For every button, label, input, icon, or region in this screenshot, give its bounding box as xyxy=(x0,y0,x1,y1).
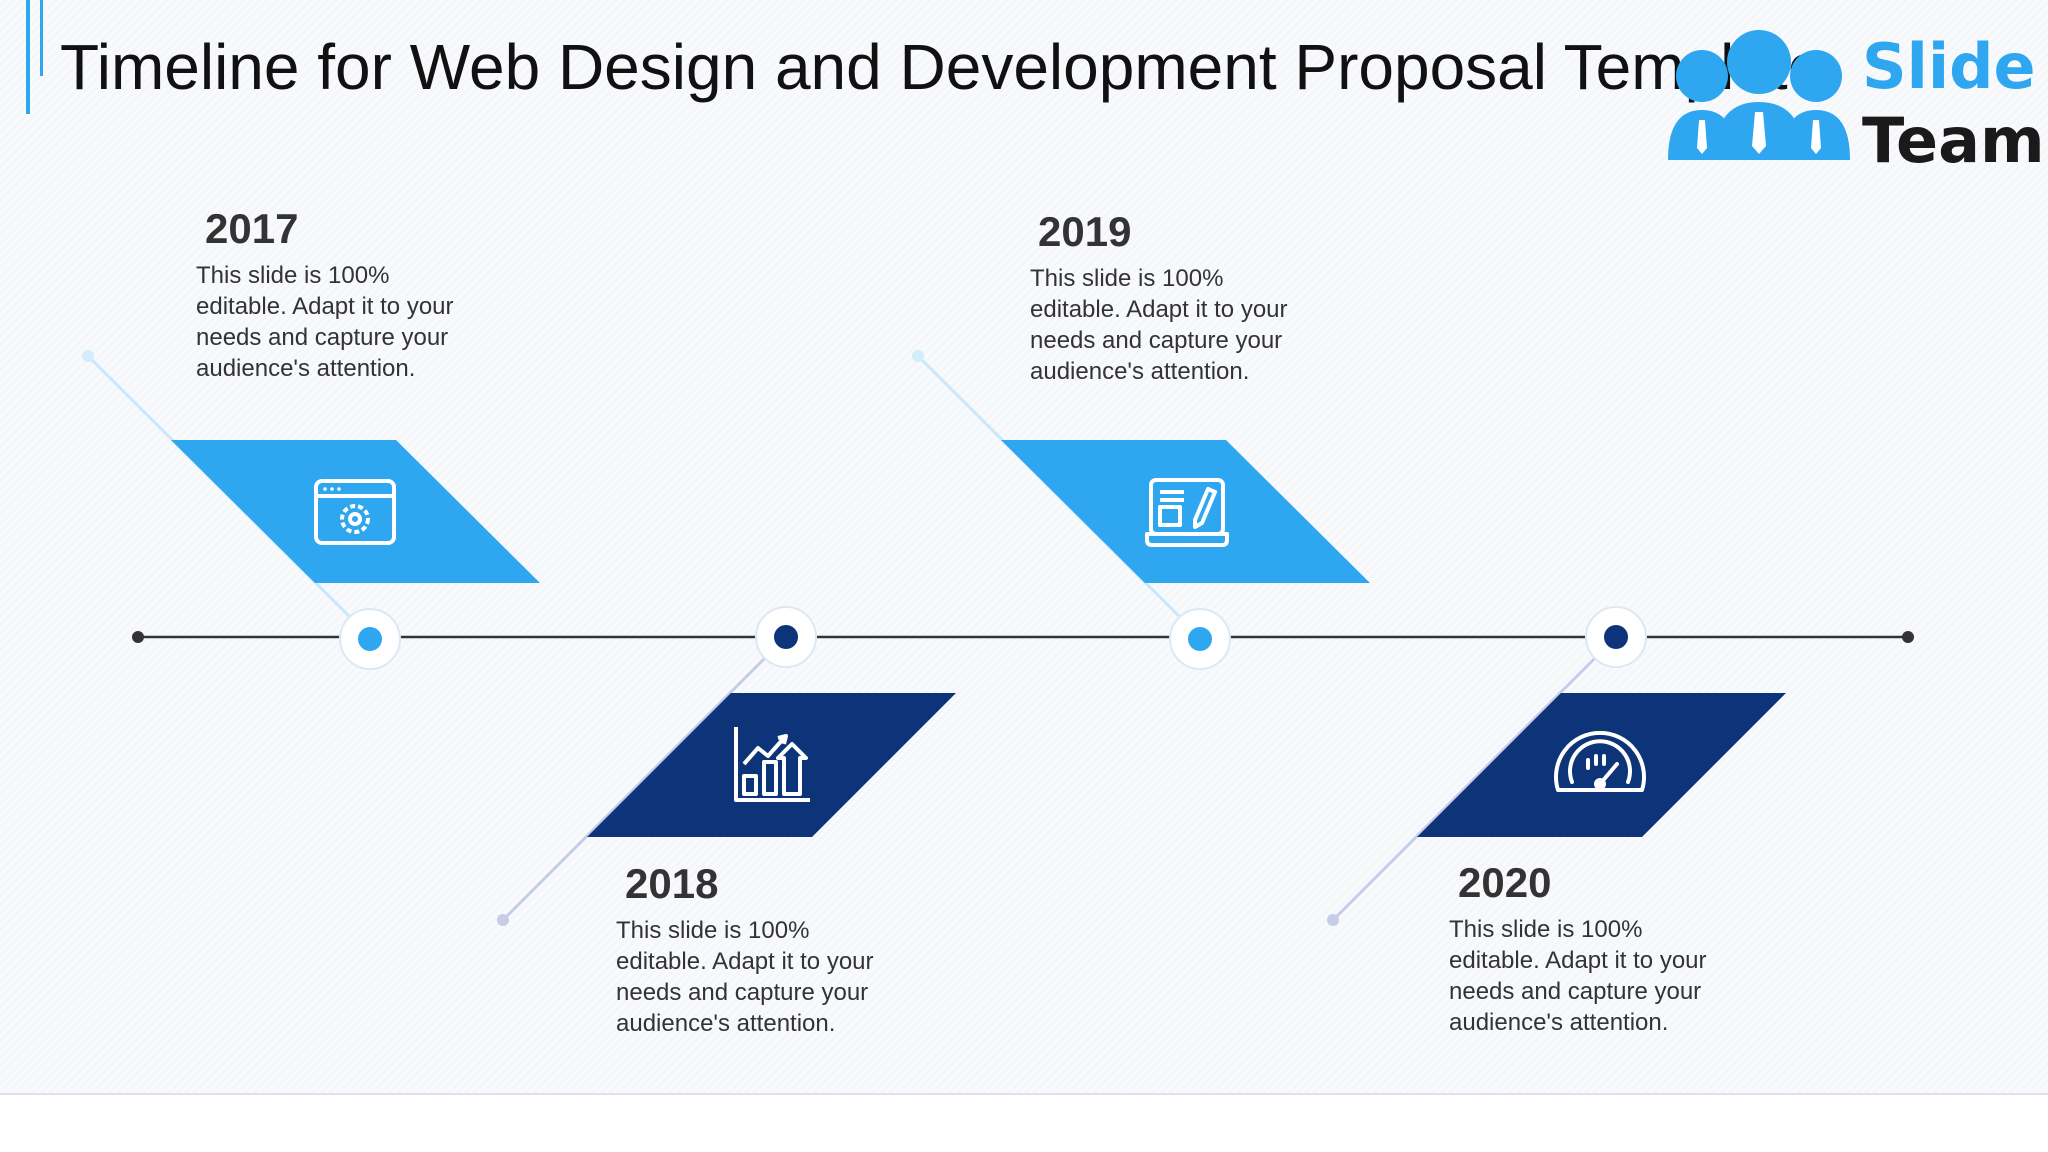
timeline-graphic xyxy=(82,350,1914,926)
milestone-description-2020: This slide is 100% editable. Adapt it to… xyxy=(1449,916,1707,1036)
slide-bottom-border xyxy=(0,1093,2048,1095)
milestone-description-2019: This slide is 100% editable. Adapt it to… xyxy=(1030,265,1288,385)
timeline-marker-2018 xyxy=(755,606,817,668)
milestone-year-2018: 2018 xyxy=(625,860,719,907)
timeline-start-dot xyxy=(132,631,144,643)
connector-end-dot-2019 xyxy=(912,350,924,362)
connector-line-2018 xyxy=(501,635,788,922)
title-accent-bar-secondary xyxy=(40,0,43,76)
timeline-end-dot xyxy=(1902,631,1914,643)
milestone-year-2019: 2019 xyxy=(1038,208,1132,255)
slide-title: Timeline for Web Design and Development … xyxy=(60,31,1824,103)
milestone-year-2017: 2017 xyxy=(205,205,299,252)
milestone-shape-2020 xyxy=(1417,693,1786,837)
connector-end-dot-2018 xyxy=(497,914,509,926)
timeline-marker-2017 xyxy=(339,608,401,670)
connector-end-dot-2020 xyxy=(1327,914,1339,926)
growth-chart-icon xyxy=(734,727,810,802)
logo-text-slide: Slide xyxy=(1862,30,2036,103)
milestone-shape-2018 xyxy=(587,693,956,837)
slide: Timeline for Web Design and Development … xyxy=(0,0,2048,1093)
timeline-marker-2020 xyxy=(1585,606,1647,668)
title-accent-bar xyxy=(26,0,30,114)
connector-line-2020 xyxy=(1331,635,1618,922)
team-people-icon xyxy=(1668,30,1850,160)
speedometer-icon xyxy=(1554,730,1646,792)
slideteam-logo: Slide Team xyxy=(1660,24,2045,177)
logo-text-team: Team xyxy=(1862,104,2045,177)
milestone-year-2020: 2020 xyxy=(1458,859,1552,906)
milestone-shape-2019 xyxy=(1001,440,1370,583)
timeline-marker-2019 xyxy=(1169,608,1231,670)
connector-end-dot-2017 xyxy=(82,350,94,362)
milestone-description-2018: This slide is 100% editable. Adapt it to… xyxy=(616,917,874,1037)
milestone-description-2017: This slide is 100% editable. Adapt it to… xyxy=(196,262,454,382)
laptop-edit-icon xyxy=(1145,478,1229,547)
milestone-shape-2017 xyxy=(171,440,540,583)
browser-settings-icon xyxy=(314,479,396,545)
